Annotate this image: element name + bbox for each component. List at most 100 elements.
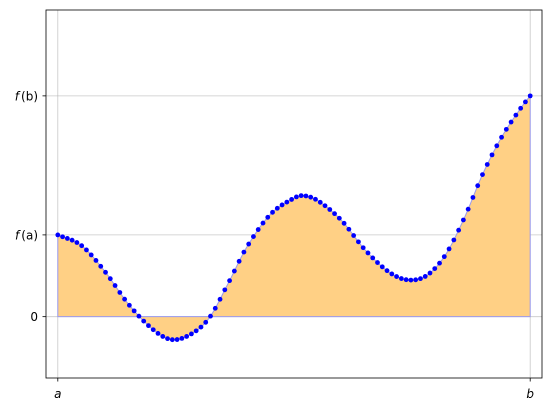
data-point — [136, 313, 142, 319]
data-point — [179, 336, 185, 341]
data-point — [437, 260, 442, 266]
data-point — [327, 207, 333, 212]
data-point — [251, 234, 256, 239]
data-point — [456, 227, 462, 233]
data-point — [432, 266, 438, 272]
y-tick-func-name: f — [15, 228, 21, 242]
data-point — [527, 93, 533, 99]
data-point — [150, 327, 156, 333]
data-point — [184, 334, 190, 339]
y-tick-func-name: f — [15, 89, 21, 103]
x-tick-label: b — [526, 387, 534, 401]
data-point — [356, 239, 361, 245]
data-point — [518, 105, 524, 111]
data-point — [513, 112, 519, 118]
data-point — [503, 126, 509, 132]
data-point — [351, 233, 357, 238]
data-point — [508, 119, 514, 125]
data-point — [227, 278, 232, 284]
data-point — [298, 193, 304, 199]
data-point — [212, 305, 218, 311]
data-point — [408, 277, 414, 283]
data-point — [499, 134, 504, 140]
data-point — [93, 258, 99, 263]
data-point — [165, 336, 170, 342]
data-point — [55, 232, 61, 238]
data-point — [217, 296, 223, 302]
data-point — [489, 152, 495, 158]
data-point — [169, 337, 175, 343]
data-point — [208, 313, 213, 319]
data-point — [360, 245, 366, 251]
y-tick-label: 0 — [30, 310, 38, 324]
data-point — [336, 215, 342, 221]
data-point — [198, 324, 204, 330]
axis-ticks: a b0f (a)f (b) — [15, 89, 535, 401]
data-point — [398, 276, 404, 281]
data-point — [394, 274, 399, 279]
data-point — [413, 277, 419, 283]
data-point — [480, 172, 485, 178]
data-point — [341, 220, 347, 226]
data-point — [146, 323, 151, 329]
data-point — [246, 241, 252, 247]
y-tick-label: f (a) — [15, 228, 38, 242]
data-point — [189, 331, 194, 337]
data-point — [112, 283, 118, 288]
data-point — [379, 264, 385, 270]
data-point — [451, 237, 457, 243]
data-point — [484, 162, 490, 167]
data-point — [289, 197, 295, 202]
data-point — [465, 206, 471, 212]
data-point — [69, 237, 75, 243]
data-point — [470, 195, 476, 200]
data-point — [122, 296, 128, 302]
data-point — [422, 274, 428, 279]
y-tick-func-arg: (a) — [21, 228, 38, 242]
data-point — [293, 194, 299, 200]
data-point — [313, 196, 318, 202]
data-point — [322, 203, 328, 209]
data-point — [107, 276, 113, 282]
plot-frame — [45, 9, 543, 379]
data-point — [103, 269, 108, 275]
data-point — [174, 337, 180, 342]
data-point — [236, 258, 242, 264]
data-point — [265, 214, 271, 220]
data-point — [389, 271, 395, 277]
data-point — [79, 243, 85, 249]
data-point — [64, 236, 70, 241]
data-point — [60, 234, 65, 240]
data-point — [375, 260, 380, 265]
data-point — [160, 334, 166, 339]
data-point — [255, 227, 261, 232]
data-point — [446, 246, 452, 252]
data-point — [88, 252, 94, 258]
data-point — [141, 318, 147, 324]
data-point — [370, 255, 376, 261]
data-point — [418, 276, 423, 282]
data-point — [308, 194, 314, 200]
data-point — [441, 254, 447, 260]
data-point — [260, 220, 266, 226]
data-point — [403, 277, 409, 283]
x-tick-label: a — [54, 387, 61, 401]
y-tick-label: f (b) — [15, 89, 38, 103]
data-point — [155, 330, 161, 336]
data-point — [203, 319, 209, 325]
data-point — [117, 290, 123, 295]
data-point — [274, 205, 280, 211]
data-point — [523, 99, 528, 105]
data-point — [303, 193, 309, 199]
data-point — [475, 183, 481, 189]
y-tick-func-arg: (b) — [21, 89, 38, 103]
data-point — [193, 328, 199, 334]
grid-lines — [46, 10, 542, 378]
data-point — [241, 249, 247, 255]
series-markers — [55, 93, 533, 343]
data-point — [131, 308, 137, 314]
data-point — [222, 287, 228, 293]
data-point — [279, 202, 285, 208]
data-point — [384, 268, 390, 274]
